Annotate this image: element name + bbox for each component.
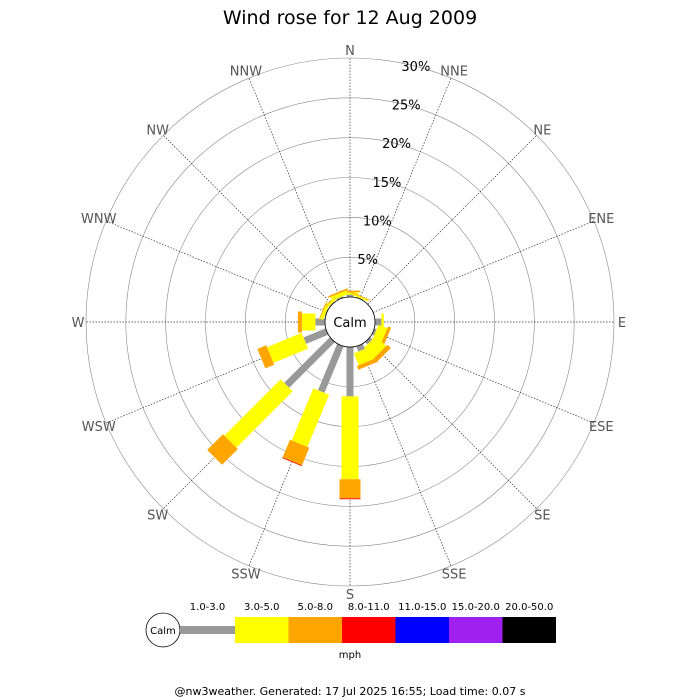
calm-label: Calm	[333, 316, 366, 331]
spoke-SSE	[359, 344, 452, 567]
spoke-NW	[163, 135, 333, 305]
bar-ESE-bin-0	[371, 328, 377, 336]
bar-WSW-bin-2	[257, 345, 275, 369]
direction-label-SSE: SSE	[442, 567, 467, 582]
legend-label-6: 20.0-50.0	[505, 602, 553, 613]
bar-NNE-bin-1	[352, 293, 369, 302]
percent-label-1: 5%	[357, 253, 378, 268]
direction-label-NE: NE	[533, 124, 551, 139]
legend-swatch-0	[180, 626, 235, 634]
direction-label-N: N	[345, 44, 355, 59]
legend-label-2: 5.0-8.0	[298, 602, 333, 613]
bar-SE-bin-0	[365, 337, 373, 345]
spoke-ENE	[372, 220, 595, 313]
bar-WNW-bin-2	[318, 300, 328, 321]
bar-SSW-bin-3	[282, 457, 302, 467]
bar-SSE-bin-2	[356, 358, 378, 370]
bar-E-bin-0	[375, 318, 382, 326]
legend-calm-label: Calm	[150, 626, 176, 637]
legend-label-4: 11.0-15.0	[398, 602, 446, 613]
bar-S-bin-1	[341, 396, 359, 480]
legend-swatch-6	[502, 617, 556, 643]
legend-swatch-3	[342, 617, 396, 643]
direction-labels: N NNE NE ENE E ESE SE SSE S SSW SW WSW W WNW NW NNW	[72, 44, 627, 603]
spoke-NNW	[248, 77, 341, 300]
spoke-NNE	[359, 77, 452, 300]
percent-label-2: 10%	[363, 214, 392, 229]
legend-swatch-5	[449, 617, 503, 643]
bar-ESE-bin-2	[380, 326, 392, 348]
legend-unit: mph	[339, 650, 361, 661]
direction-label-NNE: NNE	[440, 65, 468, 80]
bar-S-bin-0	[346, 347, 354, 397]
bar-SSE-bin-1	[353, 347, 375, 366]
bar-SW-bin-1	[224, 379, 293, 448]
spoke-ESE	[372, 331, 595, 424]
bar-SW-bin-2	[207, 434, 238, 465]
direction-label-NW: NW	[146, 124, 169, 139]
calm-circle	[324, 296, 376, 348]
bar-N-bin-0	[346, 294, 354, 297]
legend-label-3: 8.0-11.0	[348, 602, 390, 613]
percent-label-6: 30%	[401, 60, 430, 75]
bar-NNW-bin-0	[336, 296, 344, 301]
bar-W-bin-2	[297, 311, 302, 333]
direction-label-SW: SW	[147, 508, 168, 523]
footer-text: @nw3weather. Generated: 17 Jul 2025 16:5…	[175, 685, 526, 698]
direction-label-NNW: NNW	[230, 65, 262, 80]
percent-labels: 5% 10% 15% 20% 25% 30%	[357, 60, 430, 268]
legend-swatch-2	[288, 617, 342, 643]
spoke-NE	[367, 135, 537, 305]
legend-swatch-1	[235, 617, 289, 643]
bar-SSW-bin-0	[318, 343, 344, 393]
wind-bars	[207, 288, 392, 500]
bar-NNE-bin-2	[350, 291, 371, 301]
bar-SSW-bin-2	[282, 439, 310, 466]
percent-label-4: 20%	[382, 137, 411, 152]
direction-label-WNW: WNW	[81, 212, 117, 227]
legend-label-1: 3.0-5.0	[244, 602, 279, 613]
bar-WSW-bin-0	[303, 328, 329, 344]
direction-label-W: W	[72, 316, 85, 331]
direction-label-ESE: ESE	[589, 420, 614, 435]
direction-label-ENE: ENE	[588, 212, 614, 227]
direction-label-S: S	[346, 588, 354, 603]
direction-label-SE: SE	[534, 508, 550, 523]
direction-spokes	[86, 58, 614, 586]
bar-WSW-bin-1	[267, 332, 309, 363]
bar-S-bin-2	[339, 479, 361, 499]
legend-swatch-4	[395, 617, 449, 643]
direction-label-WSW: WSW	[82, 420, 116, 435]
bar-SW-bin-0	[284, 337, 335, 388]
bar-SSW-bin-1	[291, 388, 330, 447]
percent-label-5: 25%	[392, 98, 421, 113]
bar-NNW-bin-1	[330, 290, 348, 301]
spoke-WNW	[105, 220, 328, 313]
ring-6	[85, 57, 615, 587]
legend-label-0: 1.0-3.0	[190, 602, 225, 613]
bar-S-bin-3	[339, 498, 361, 500]
direction-label-SSW: SSW	[231, 567, 261, 582]
legend-label-5: 15.0-20.0	[452, 602, 500, 613]
bar-W-bin-1	[301, 313, 316, 331]
chart-title: Wind rose for 12 Aug 2009	[223, 7, 477, 29]
percent-label-3: 15%	[373, 176, 402, 191]
bar-W-bin-0	[315, 318, 325, 326]
direction-label-E: E	[618, 316, 626, 331]
bar-NNW-bin-2	[328, 288, 348, 298]
bar-SE-bin-2	[372, 344, 391, 363]
speed-legend: Calm 1.0-3.0 3.0-5.0 5.0-8.0 8.0-11.0 11.0-1…	[145, 602, 556, 648]
spoke-SE	[367, 339, 537, 509]
